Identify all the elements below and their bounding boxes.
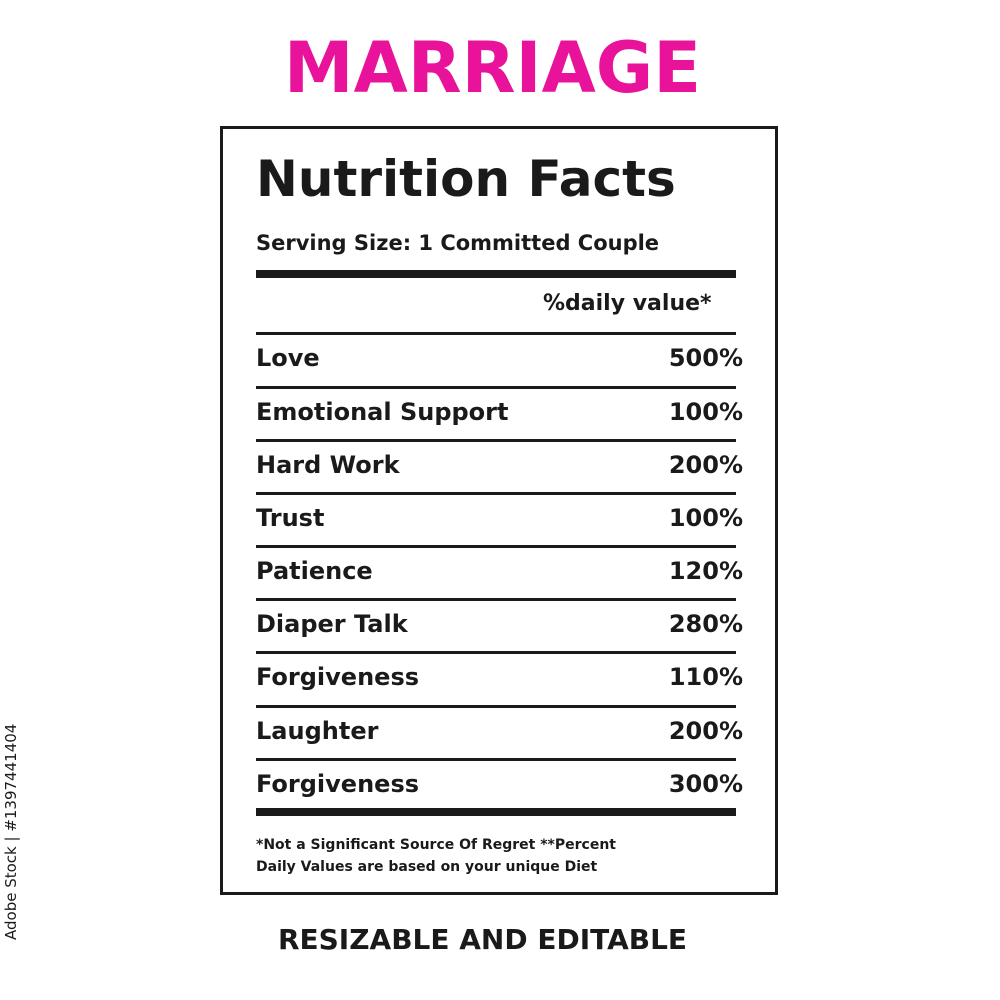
row-value: 200%	[668, 451, 743, 479]
row-divider	[256, 545, 736, 548]
row-value: 110%	[668, 663, 743, 691]
row-value: 300%	[668, 770, 743, 798]
row-divider	[256, 332, 736, 335]
row-name: Laughter	[256, 717, 379, 745]
stock-id-watermark: Adobe Stock | #1397441404	[2, 723, 20, 940]
thick-divider-bottom	[256, 808, 736, 816]
row-value: 500%	[668, 344, 743, 372]
tagline: RESIZABLE AND EDITABLE	[277, 923, 688, 956]
footnote: *Not a Significant Source Of Regret **Pe…	[256, 834, 736, 878]
row-name: Emotional Support	[256, 398, 509, 426]
row-divider	[256, 705, 736, 708]
row-value: 280%	[668, 610, 743, 638]
footnote-line-1: *Not a Significant Source Of Regret **Pe…	[256, 837, 616, 853]
row-value: 100%	[668, 504, 743, 532]
row-divider	[256, 439, 736, 442]
row-name: Forgiveness	[256, 663, 420, 691]
row-divider	[256, 386, 736, 389]
row-name: Love	[256, 344, 320, 372]
row-name: Forgiveness	[256, 770, 420, 798]
row-divider	[256, 492, 736, 495]
daily-value-header: %daily value*	[543, 291, 712, 316]
row-value: 200%	[668, 717, 743, 745]
row-name: Hard Work	[256, 451, 400, 479]
serving-size: Serving Size: 1 Committed Couple	[256, 231, 660, 255]
nutrition-label: Nutrition Facts Serving Size: 1 Committe…	[220, 126, 778, 895]
row-value: 120%	[668, 557, 743, 585]
row-divider	[256, 758, 736, 761]
row-value: 100%	[668, 398, 743, 426]
thick-divider-top	[256, 270, 736, 278]
row-name: Trust	[256, 504, 325, 532]
label-title: Nutrition Facts	[256, 150, 676, 208]
headline: MARRIAGE	[283, 27, 702, 109]
row-divider	[256, 598, 736, 601]
row-name: Patience	[256, 557, 373, 585]
row-name: Diaper Talk	[256, 610, 408, 638]
footnote-line-2: Daily Values are based on your unique Di…	[256, 859, 598, 875]
row-divider	[256, 651, 736, 654]
